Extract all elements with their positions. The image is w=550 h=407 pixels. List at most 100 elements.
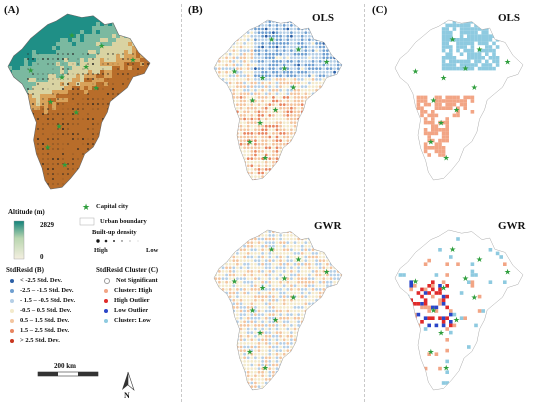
gwr-residual-map: ★ ★ ★ ★ ★ ★ ★ ★ ★ ★ ★ ★ <box>213 229 343 391</box>
capital-star-icon: ★ <box>61 161 68 170</box>
stdresid-legend-item: 0.5 – 1.5 Std. Dev. <box>10 316 75 326</box>
scale-text: 200 km <box>54 362 76 370</box>
capital-star-icon: ★ <box>437 118 444 127</box>
capital-star-icon: ★ <box>272 316 279 325</box>
altitude-min: 0 <box>40 253 44 261</box>
capital-star-icon: ★ <box>262 154 269 163</box>
capital-star-icon: ★ <box>462 64 469 73</box>
stdresid-legend-item: - 1.5 – -0.5 Std. Dev. <box>10 296 75 306</box>
stdresid-title: StdResid (B) <box>6 266 44 274</box>
capital-star-icon: ★ <box>272 106 279 115</box>
cluster-legend-swatch <box>104 319 108 323</box>
stdresid-legend-swatch <box>10 319 14 323</box>
capital-star-icon: ★ <box>256 118 263 127</box>
stdresid-legend-swatch <box>10 309 14 313</box>
capital-star-icon: ★ <box>129 56 136 65</box>
stdresid-legend-swatch <box>10 279 14 283</box>
stdresid-legend-swatch <box>10 289 14 293</box>
capital-star-icon: ★ <box>44 143 51 152</box>
stdresid-legend-label: 1.5 – 2.5 Std. Dev. <box>20 327 70 334</box>
ols-cluster-map: ★ ★ ★ ★ ★ ★ ★ ★ ★ ★ ★ ★ <box>394 19 524 181</box>
capital-star-icon: ★ <box>231 277 238 286</box>
capital-star-icon: ★ <box>440 284 447 293</box>
capital-star-icon: ★ <box>290 293 297 302</box>
capital-star-icon: ★ <box>68 31 75 40</box>
capital-star-icon: ★ <box>290 83 297 92</box>
capital-star-icon: ★ <box>231 67 238 76</box>
capital-star-icon: ★ <box>246 348 253 357</box>
capital-star-icon: ★ <box>295 255 302 264</box>
north-label: N <box>124 391 130 400</box>
divider-right <box>364 4 365 402</box>
capital-star-icon: ★ <box>427 348 434 357</box>
capital-star-icon: ★ <box>443 154 450 163</box>
altitude-max: 2829 <box>40 221 54 229</box>
capital-star-icon: ★ <box>323 268 330 277</box>
capital-star-icon: ★ <box>437 328 444 337</box>
capital-star-icon: ★ <box>476 255 483 264</box>
stdresid-legend-label: > 2.5 Std. Dev. <box>20 337 60 344</box>
capital-star-icon: ★ <box>430 96 437 105</box>
capital-star-icon: ★ <box>83 63 90 72</box>
capital-star-icon: ★ <box>268 35 275 44</box>
stdresid-legend-item: 1.5 – 2.5 Std. Dev. <box>10 326 75 336</box>
urban-boundary-swatch <box>79 217 95 226</box>
capital-star-icon: ★ <box>58 73 65 82</box>
cluster-legend-label: Low Outlier <box>114 307 149 314</box>
capital-star-icon: ★ <box>449 35 456 44</box>
cluster-legend-label: Cluster: High <box>114 287 153 294</box>
cluster-legend-swatch <box>104 309 108 313</box>
capital-star-icon: ★ <box>443 364 450 373</box>
stdresid-legend-item: -0.5 – 0.5 Std. Dev. <box>10 306 75 316</box>
cluster-legend-item: Low Outlier <box>104 306 158 316</box>
capital-star-icon: ★ <box>82 202 90 212</box>
gwr-title-c: GWR <box>498 220 526 232</box>
capital-star-icon: ★ <box>259 284 266 293</box>
ols-title-b: OLS <box>312 12 335 24</box>
capital-star-icon: ★ <box>27 66 34 75</box>
stdresid-legend-label: 0.5 – 1.5 Std. Dev. <box>20 317 70 324</box>
stdresid-legend-swatch <box>10 329 14 333</box>
cluster-legend-label: Not Significant <box>116 277 158 284</box>
capital-star-icon: ★ <box>281 64 288 73</box>
stdresid-legend-item: -2.5 – -1.5 Std. Dev. <box>10 286 75 296</box>
capital-star-icon: ★ <box>262 364 269 373</box>
gwr-title-b: GWR <box>314 220 342 232</box>
urban-boundary-label: Urban boundary <box>100 218 147 225</box>
capital-star-icon: ★ <box>430 306 437 315</box>
altitude-map: ★ ★ ★ ★ ★ ★ ★ ★ ★ ★ ★ ★ <box>7 13 151 190</box>
stdresid-legend-label: -2.5 – -1.5 Std. Dev. <box>20 287 74 294</box>
capital-star-icon: ★ <box>504 268 511 277</box>
panel-a-label: (A) <box>4 4 20 16</box>
capital-star-icon: ★ <box>268 245 275 254</box>
capital-star-icon: ★ <box>246 138 253 147</box>
stdresid-legend-label: < -2.5 Std. Dev. <box>20 277 62 284</box>
capital-star-icon: ★ <box>453 106 460 115</box>
capital-star-icon: ★ <box>449 245 456 254</box>
capital-star-icon: ★ <box>427 138 434 147</box>
cluster-legend-label: High Outlier <box>114 297 150 304</box>
cluster-legend-item: Not Significant <box>104 276 158 286</box>
altitude-colorbar <box>13 220 25 260</box>
capital-star-icon: ★ <box>249 306 256 315</box>
stdresid-legend-swatch <box>10 339 14 343</box>
capital-star-icon: ★ <box>92 84 99 93</box>
cluster-legend-label: Cluster: Low <box>114 317 151 324</box>
stdresid-legend-label: - 1.5 – -0.5 Std. Dev. <box>20 297 76 304</box>
panel-c-label: (C) <box>372 4 388 16</box>
capital-star-icon: ★ <box>249 96 256 105</box>
altitude-title: Altitude (m) <box>8 208 45 216</box>
capital-star-icon: ★ <box>440 74 447 83</box>
capital-star-icon: ★ <box>256 328 263 337</box>
capital-star-icon: ★ <box>476 45 483 54</box>
stdresid-legend-item: < -2.5 Std. Dev. <box>10 276 75 286</box>
north-arrow-icon <box>122 371 135 391</box>
builtup-high-label: High <box>94 247 108 254</box>
stdresid-legend-list: < -2.5 Std. Dev. -2.5 – -1.5 Std. Dev. - 1… <box>10 276 75 346</box>
cluster-title: StdResid Cluster (C) <box>96 266 159 274</box>
builtup-density-label: Built-up density <box>92 229 137 236</box>
capital-star-icon: ★ <box>412 277 419 286</box>
builtup-density-dots <box>96 239 139 243</box>
